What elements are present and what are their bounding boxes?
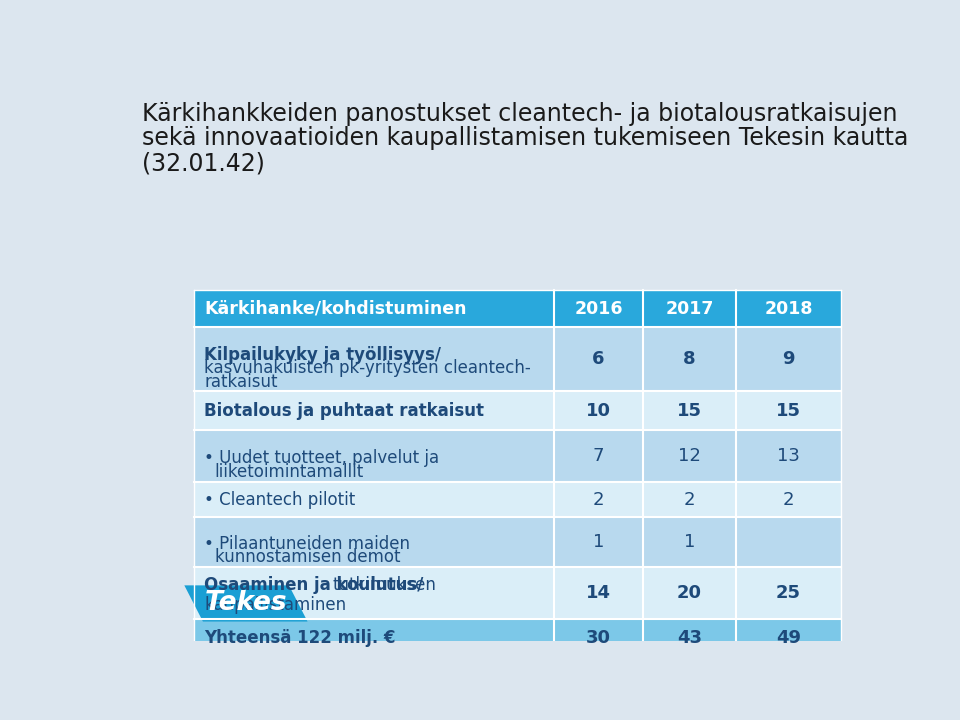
Text: 15: 15 [677,402,702,420]
Text: 7: 7 [593,447,604,465]
Text: 49: 49 [776,629,801,647]
Text: 1: 1 [684,533,695,551]
Text: kaupallistaminen: kaupallistaminen [204,595,347,613]
Text: liiketoimintamallit: liiketoimintamallit [214,462,364,480]
Text: sekä innovaatioiden kaupallistamisen tukemiseen Tekesin kautta: sekä innovaatioiden kaupallistamisen tuk… [142,127,908,150]
Bar [194,567,841,619]
Text: 1: 1 [593,533,604,551]
Bar [194,482,841,517]
Text: 2018: 2018 [764,300,813,318]
Text: 10: 10 [586,402,612,420]
Text: ratkaisut: ratkaisut [204,373,278,391]
Text: Tekes: Tekes [204,590,287,616]
Text: Kilpailukyky ja työllisyys/: Kilpailukyky ja työllisyys/ [204,346,442,364]
Text: 43: 43 [677,629,702,647]
Bar [194,619,841,656]
Text: 2016: 2016 [574,300,623,318]
Bar [194,430,841,482]
Text: 2: 2 [684,490,695,508]
Text: • Pilaantuneiden maiden: • Pilaantuneiden maiden [204,535,411,553]
Text: Kärkihanke/kohdistuminen: Kärkihanke/kohdistuminen [204,300,467,318]
Text: 25: 25 [776,584,801,602]
Text: 15: 15 [776,402,801,420]
Text: 6: 6 [592,351,605,369]
Text: 20: 20 [677,584,702,602]
Text: Biotalous ja puhtaat ratkaisut: Biotalous ja puhtaat ratkaisut [204,402,485,420]
Bar [194,328,841,391]
Text: • Cleantech pilotit: • Cleantech pilotit [204,490,356,508]
Polygon shape [184,585,307,621]
Bar [194,391,841,430]
Text: 13: 13 [777,447,800,465]
Text: 9: 9 [782,351,795,369]
Bar [194,290,841,328]
Bar [194,517,841,567]
Text: tutkimuksen: tutkimuksen [332,576,436,594]
Text: 2017: 2017 [665,300,714,318]
Text: kunnostamisen demot: kunnostamisen demot [214,549,400,567]
Text: 30: 30 [586,629,612,647]
Text: Kärkihankkeiden panostukset cleantech- ja biotalousratkaisujen: Kärkihankkeiden panostukset cleantech- j… [142,102,898,126]
Text: 2: 2 [593,490,604,508]
Text: 14: 14 [586,584,612,602]
Text: • Uudet tuotteet, palvelut ja: • Uudet tuotteet, palvelut ja [204,449,440,467]
Text: 8: 8 [684,351,696,369]
Text: Osaaminen ja koulutus/: Osaaminen ja koulutus/ [204,576,424,594]
Text: Yhteensä 122 milj. €: Yhteensä 122 milj. € [204,629,396,647]
Text: kasvuhakuisten pk-yritysten cleantech-: kasvuhakuisten pk-yritysten cleantech- [204,359,531,377]
Text: (32.01.42): (32.01.42) [142,151,265,175]
Text: 12: 12 [678,447,701,465]
Text: 2: 2 [782,490,794,508]
